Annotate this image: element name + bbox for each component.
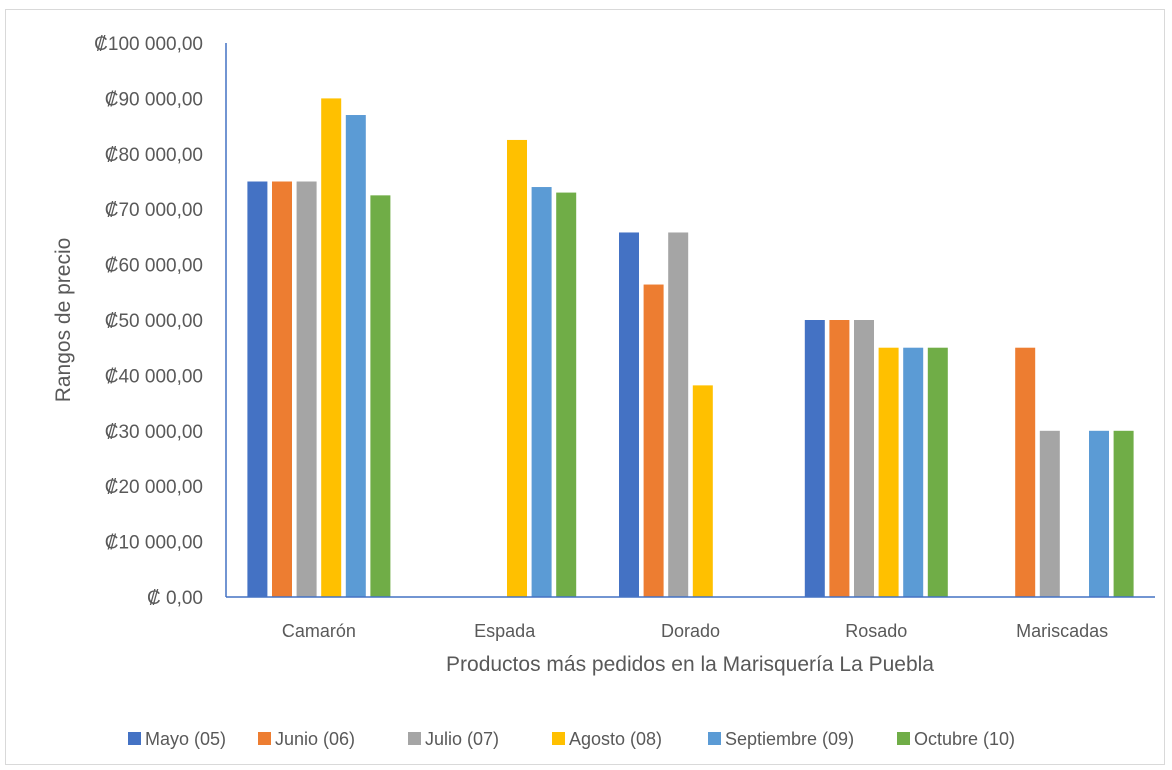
bar (507, 139, 527, 597)
bar (1089, 430, 1109, 597)
legend: Mayo (05) Junio (06) Julio (07) Agosto (08)… (128, 729, 1015, 749)
legend-label: Julio (07) (425, 729, 499, 749)
bar (878, 347, 899, 597)
chart-area (5, 9, 1165, 765)
y-tick-label: ₡ 0,00 (147, 588, 203, 609)
bar (927, 347, 948, 597)
bar (247, 181, 268, 597)
bar (903, 347, 924, 597)
legend-swatch (552, 732, 565, 745)
legend-label: Septiembre (09) (725, 729, 854, 749)
bar (1113, 430, 1134, 597)
x-axis-categories: Camarón Espada Dorado Rosado Mariscadas (282, 621, 1108, 641)
bar (619, 232, 639, 597)
bar (321, 98, 342, 598)
y-tick-label: ₡50 000,00 (105, 311, 203, 332)
legend-swatch (258, 732, 271, 745)
y-tick-label: ₡10 000,00 (105, 533, 203, 554)
legend-label: Mayo (05) (145, 729, 226, 749)
bar (272, 181, 292, 597)
x-tick-label: Dorado (661, 621, 720, 641)
bar (643, 284, 664, 597)
y-axis-ticks: ₡ 0,00 ₡10 000,00 ₡20 000,00 ₡30 000,00 ₡40 … (94, 34, 203, 609)
bar (829, 320, 850, 597)
bar (668, 232, 689, 597)
bar (692, 385, 713, 597)
plot-bars (247, 98, 1134, 598)
legend-swatch (408, 732, 421, 745)
y-tick-label: ₡60 000,00 (105, 256, 203, 277)
legend-swatch (128, 732, 141, 745)
x-tick-label: Mariscadas (1016, 621, 1108, 641)
bar (1039, 430, 1060, 597)
bar (370, 195, 391, 597)
bar (531, 187, 552, 598)
y-tick-label: ₡90 000,00 (105, 89, 203, 110)
x-tick-label: Espada (474, 621, 536, 641)
x-tick-label: Camarón (282, 621, 356, 641)
bar (345, 115, 366, 598)
bar (296, 181, 317, 597)
legend-swatch (708, 732, 721, 745)
bar (556, 192, 577, 597)
y-tick-label: ₡100 000,00 (94, 34, 203, 55)
legend-label: Agosto (08) (569, 729, 662, 749)
y-tick-label: ₡30 000,00 (105, 422, 203, 443)
y-tick-label: ₡80 000,00 (105, 145, 203, 166)
x-tick-label: Rosado (845, 621, 907, 641)
bar (854, 320, 874, 597)
bar (804, 320, 825, 597)
y-tick-label: ₡40 000,00 (105, 366, 203, 387)
legend-swatch (897, 732, 910, 745)
y-tick-label: ₡20 000,00 (105, 477, 203, 498)
x-axis-title: Productos más pedidos en la Marisquería … (446, 653, 934, 676)
legend-label: Junio (06) (275, 729, 355, 749)
y-axis-title: Rangos de precio (52, 238, 75, 403)
y-tick-label: ₡70 000,00 (105, 200, 203, 221)
bar (1015, 347, 1036, 597)
legend-label: Octubre (10) (914, 729, 1015, 749)
